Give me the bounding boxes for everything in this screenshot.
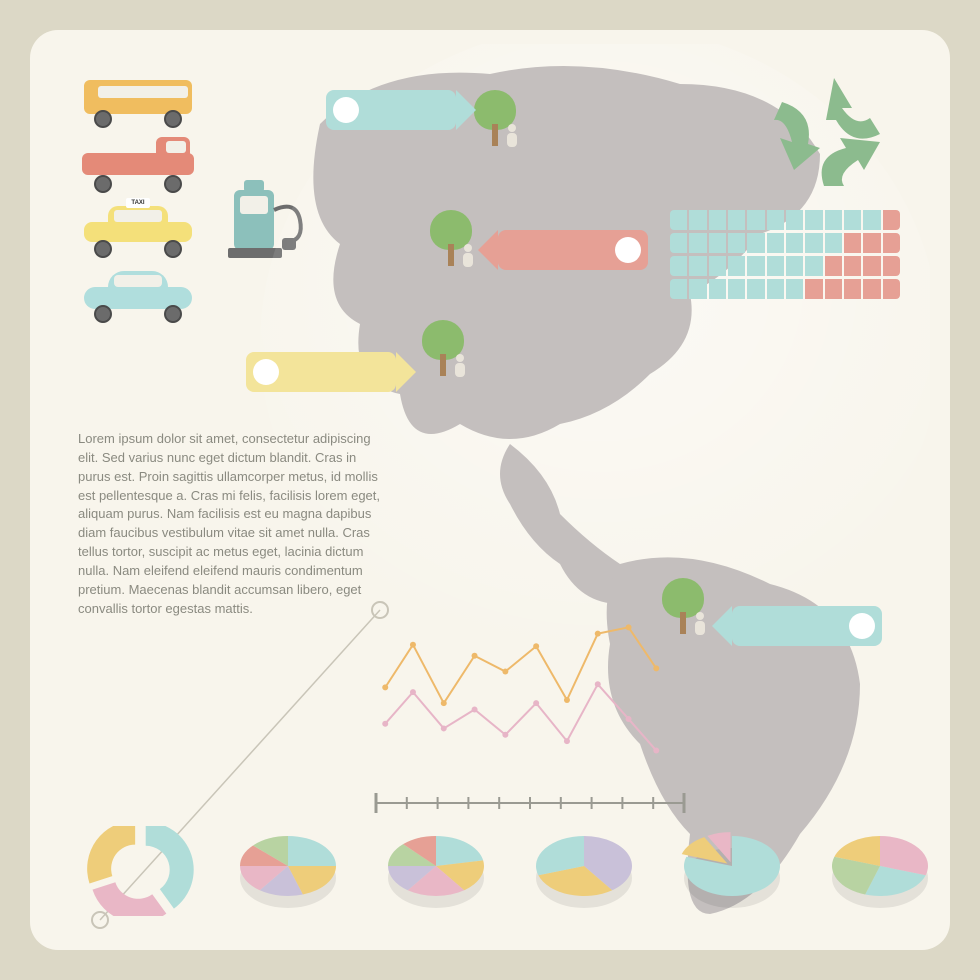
pickup-truck-icon (78, 135, 198, 190)
pie-chart (524, 826, 644, 916)
pie-charts-row (80, 826, 940, 916)
tree-marker (426, 210, 476, 270)
map-callout (246, 352, 396, 392)
tree-marker (418, 320, 468, 380)
pie-chart (376, 826, 496, 916)
taxi-sign: TAXI (126, 198, 150, 208)
taxi-icon: TAXI (78, 200, 198, 255)
infographic-panel: TAXI (30, 30, 950, 950)
progress-bar-row (670, 256, 900, 276)
callout-dot (333, 97, 359, 123)
map-callout (326, 90, 456, 130)
callout-dot (615, 237, 641, 263)
tree-marker (470, 90, 520, 150)
callout-dot (849, 613, 875, 639)
callout-dot (253, 359, 279, 385)
car-icon (78, 265, 198, 320)
vehicle-icons: TAXI (78, 70, 208, 330)
pie-chart (820, 826, 940, 916)
donut-chart (80, 826, 200, 916)
progress-bar-row (670, 233, 900, 253)
progress-bar-row (670, 210, 900, 230)
pie-chart (228, 826, 348, 916)
progress-bars (670, 210, 900, 302)
body-text: Lorem ipsum dolor sit amet, consectetur … (78, 430, 388, 618)
recycle-icon (774, 70, 894, 190)
progress-bar-row (670, 279, 900, 299)
bus-icon (78, 70, 198, 125)
pie-chart (672, 826, 792, 916)
map-callout (498, 230, 648, 270)
line-chart (370, 615, 690, 825)
map-callout (732, 606, 882, 646)
